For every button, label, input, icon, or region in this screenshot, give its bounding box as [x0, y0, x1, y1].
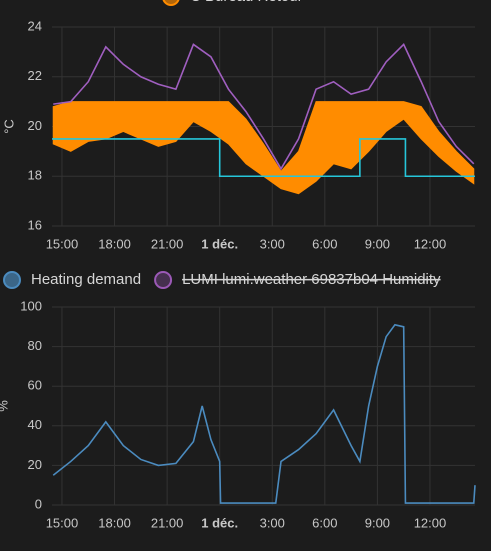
y-tick-label: 0 — [35, 496, 42, 511]
series-line — [52, 323, 476, 504]
x-tick-label: 6:00 — [312, 515, 337, 530]
x-tick-label: 6:00 — [312, 236, 337, 251]
x-tick-label: 21:00 — [151, 515, 184, 530]
y-tick-label: 24 — [28, 18, 42, 33]
y-tick-label: 20 — [28, 118, 42, 133]
range-band — [52, 101, 475, 195]
x-tick-label: 9:00 — [365, 236, 390, 251]
legend-label[interactable]: LUMI lumi.weather 69837b04 Humidity — [182, 271, 441, 288]
x-tick-label: 15:00 — [46, 236, 79, 251]
x-tick-label: 12:00 — [414, 515, 447, 530]
y-tick-label: 60 — [28, 378, 42, 393]
legend-label[interactable]: Heating demand — [31, 271, 141, 288]
x-tick-label: 18:00 — [98, 515, 131, 530]
y-tick-label: 80 — [28, 338, 42, 353]
y-tick-label: 18 — [28, 168, 42, 183]
series-line — [52, 138, 475, 178]
legend-marker[interactable] — [3, 271, 21, 289]
y-tick-label: 22 — [28, 68, 42, 83]
series-line — [53, 43, 475, 171]
legend-marker[interactable] — [162, 0, 180, 6]
legend-marker[interactable] — [154, 271, 173, 289]
x-tick-label: 1 déc. — [201, 515, 238, 530]
y-tick-label: 16 — [28, 217, 42, 232]
x-tick-label: 3:00 — [260, 236, 285, 251]
x-tick-label: 12:00 — [414, 236, 447, 251]
x-tick-label: 18:00 — [98, 236, 131, 251]
legend-label[interactable]: C Bureau Retour — [190, 0, 303, 5]
x-tick-label: 21:00 — [151, 236, 184, 251]
x-tick-label: 15:00 — [46, 515, 79, 530]
x-tick-label: 3:00 — [260, 515, 285, 530]
y-axis-label: % — [0, 400, 10, 412]
y-tick-label: 40 — [28, 417, 42, 432]
x-tick-label: 9:00 — [365, 515, 390, 530]
x-tick-label: 1 déc. — [201, 236, 238, 251]
y-tick-label: 100 — [20, 298, 42, 313]
y-tick-label: 20 — [28, 457, 42, 472]
y-axis-label: °C — [1, 119, 16, 134]
